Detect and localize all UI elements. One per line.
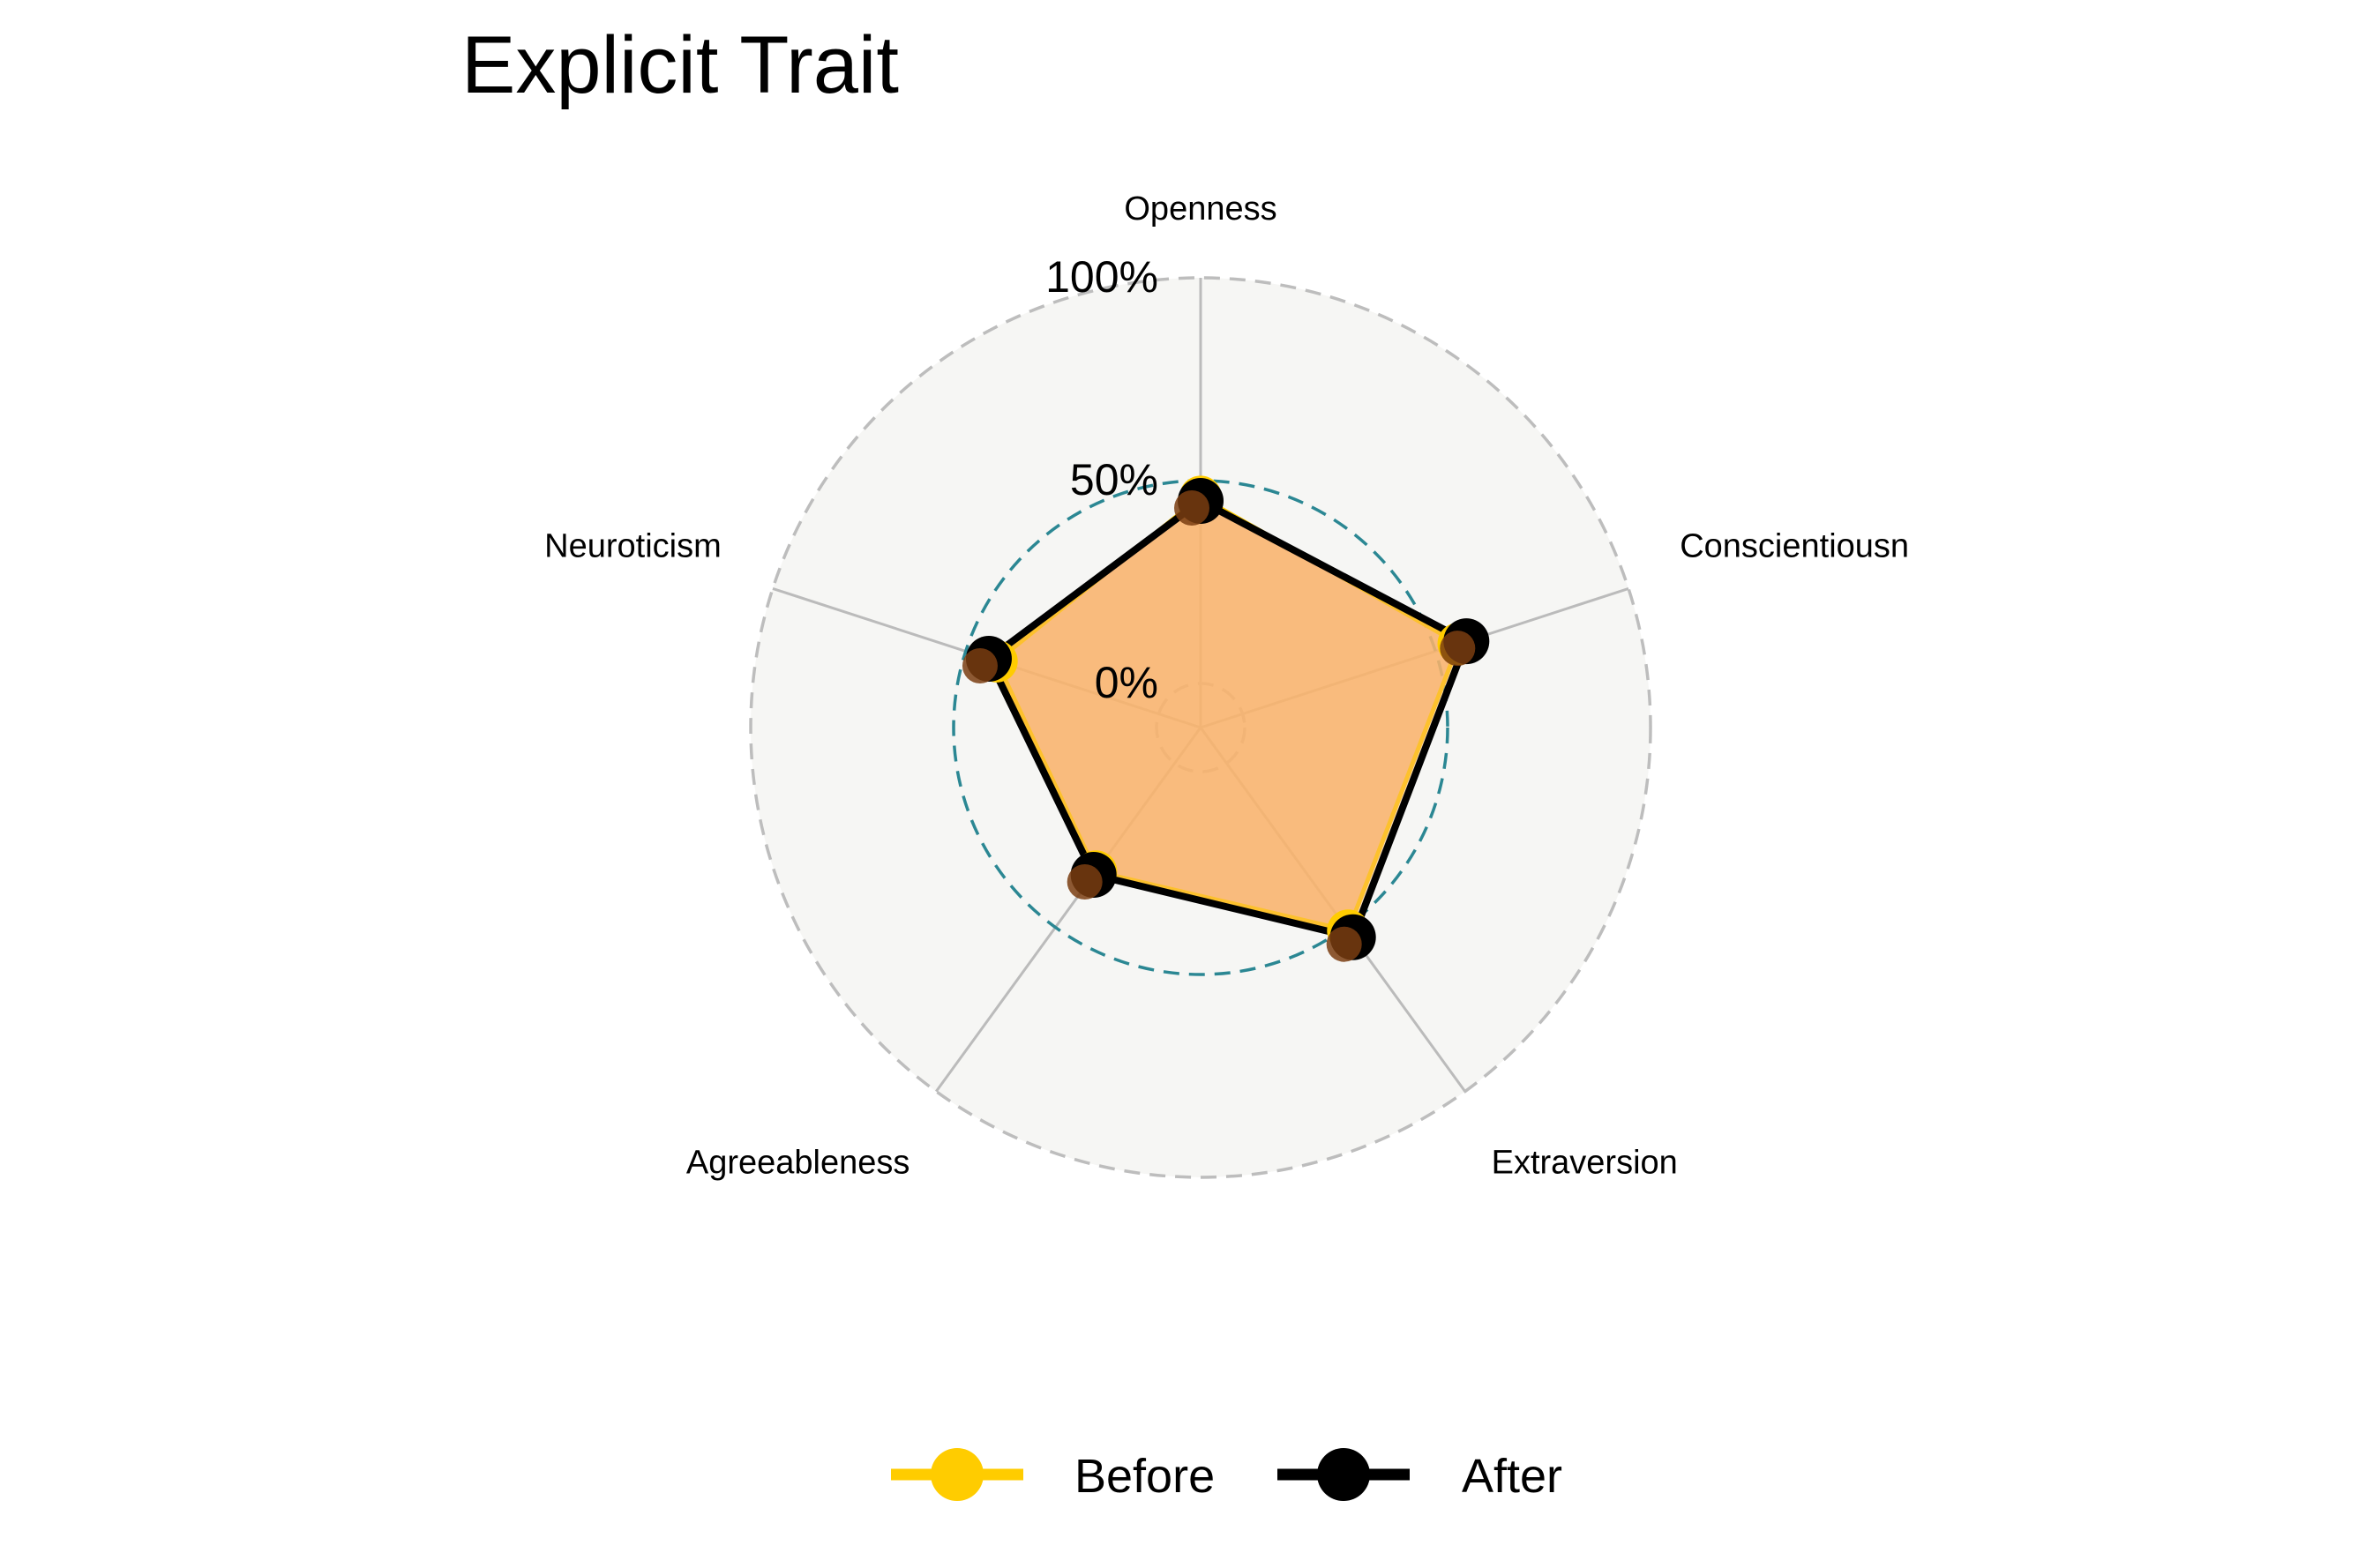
axis-label-neuroticism: Neuroticism <box>544 527 722 564</box>
grid-label-2: 100% <box>1045 252 1158 302</box>
overlap-point-conscientiousn <box>1440 631 1476 667</box>
grid-labels: 0% 50% 100% <box>1045 252 1158 707</box>
legend-item-after: After <box>1277 1448 1562 1503</box>
radar-series <box>962 475 1490 962</box>
series-before-area <box>994 494 1462 933</box>
legend: Before After <box>891 1448 1562 1503</box>
axis-label-agreeableness: Agreeableness <box>686 1145 910 1182</box>
grid-label-0: 0% <box>1095 658 1158 707</box>
legend-marker <box>931 1448 984 1501</box>
overlap-point-extraversion <box>1326 926 1362 962</box>
legend-label: Before <box>1074 1450 1215 1503</box>
axis-labels: Openness Conscientiousn Extraversion Agreea… <box>544 190 1909 1182</box>
grid-circle-100 <box>749 276 1652 1179</box>
legend-item-before: Before <box>891 1448 1215 1503</box>
chart-title: Explicit Trait <box>461 20 899 110</box>
axis-label-extraversion: Extraversion <box>1492 1145 1678 1182</box>
overlap-point-neuroticism <box>962 648 998 684</box>
axis-label-conscientiousn: Conscientiousn <box>1680 527 1909 564</box>
legend-marker <box>1317 1448 1370 1501</box>
legend-label: After <box>1462 1450 1562 1503</box>
overlap-point-agreeableness <box>1067 863 1103 900</box>
series-after-area <box>984 497 1471 941</box>
grid-label-1: 50% <box>1070 455 1158 504</box>
axis-label-openness: Openness <box>1124 190 1276 228</box>
overlap-point-openness <box>1174 490 1209 526</box>
